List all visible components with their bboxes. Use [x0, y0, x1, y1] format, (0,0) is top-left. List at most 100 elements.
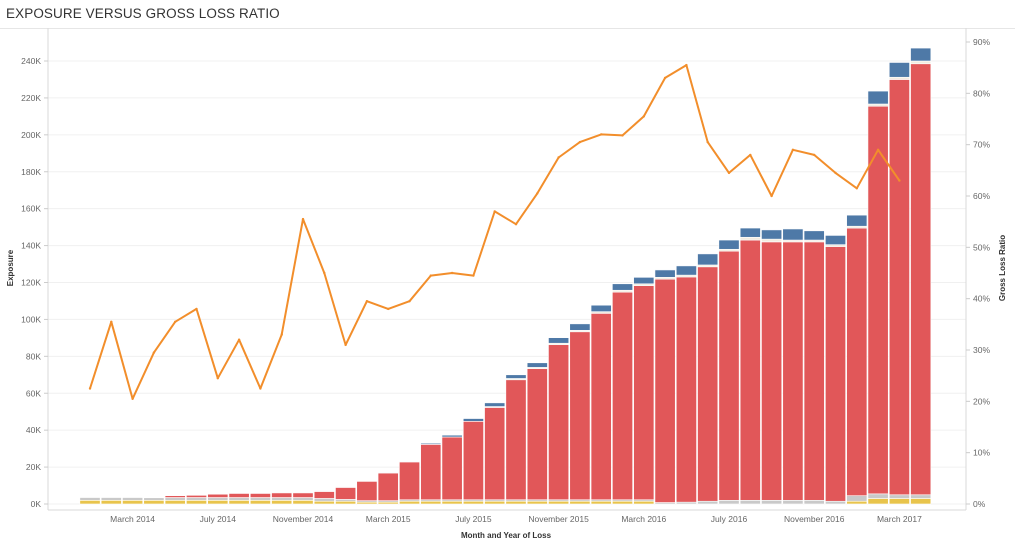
loss-ratio-point[interactable] [301, 217, 305, 221]
bar-segment[interactable] [505, 374, 527, 379]
loss-ratio-point[interactable] [578, 140, 582, 144]
loss-ratio-point[interactable] [472, 274, 475, 277]
bar-segment[interactable] [718, 250, 740, 501]
bar-segment[interactable] [697, 266, 719, 502]
bar-segment[interactable] [377, 472, 399, 474]
bar-segment[interactable] [186, 497, 207, 501]
bar-segment[interactable] [846, 214, 868, 227]
bar-segment[interactable] [846, 227, 868, 496]
loss-ratio-point[interactable] [898, 179, 901, 182]
bar-segment[interactable] [654, 278, 676, 503]
bar-segment[interactable] [441, 436, 463, 501]
bar-segment[interactable] [569, 323, 591, 331]
bar-segment[interactable] [505, 500, 527, 505]
bar-segment[interactable] [867, 493, 889, 499]
bar-segment[interactable] [249, 493, 271, 498]
bar-segment[interactable] [484, 500, 506, 505]
bar-segment[interactable] [356, 480, 378, 482]
bar-segment[interactable] [228, 500, 250, 505]
bar-segment[interactable] [484, 402, 506, 407]
bar-segment[interactable] [186, 495, 207, 498]
bar-segment[interactable] [548, 500, 570, 505]
bar-segment[interactable] [420, 442, 442, 445]
loss-ratio-point[interactable] [450, 271, 454, 275]
bar-segment[interactable] [79, 500, 101, 505]
bar-segment[interactable] [825, 246, 846, 502]
loss-ratio-point[interactable] [600, 133, 603, 136]
bar-segment[interactable] [292, 492, 314, 498]
bar-segment[interactable] [867, 90, 889, 105]
bar-segment[interactable] [782, 228, 804, 241]
bar-segment[interactable] [888, 79, 910, 496]
bar-segment[interactable] [782, 241, 804, 501]
bar-segment[interactable] [612, 283, 633, 291]
loss-ratio-point[interactable] [110, 320, 113, 323]
bar-segment[interactable] [739, 227, 761, 238]
bar-segment[interactable] [271, 492, 293, 498]
loss-ratio-point[interactable] [749, 153, 752, 157]
bar-segment[interactable] [888, 62, 910, 78]
bar-segment[interactable] [271, 500, 293, 505]
bar-segment[interactable] [100, 497, 122, 501]
bar-segment[interactable] [761, 241, 783, 501]
loss-ratio-point[interactable] [88, 387, 92, 390]
bar-segment[interactable] [782, 500, 804, 505]
bar-segment[interactable] [675, 265, 697, 276]
bar-segment[interactable] [910, 494, 932, 499]
bar-segment[interactable] [164, 495, 186, 498]
bar-segment[interactable] [462, 421, 484, 501]
bar-segment[interactable] [526, 500, 548, 505]
loss-ratio-point[interactable] [408, 300, 411, 303]
bar-segment[interactable] [164, 497, 186, 501]
bar-segment[interactable] [335, 500, 357, 505]
bar-segment[interactable] [761, 238, 783, 243]
loss-ratio-point[interactable] [834, 171, 837, 175]
bar-segment[interactable] [548, 337, 570, 344]
loss-ratio-point[interactable] [216, 377, 219, 380]
bar-segment[interactable] [846, 500, 868, 505]
bar-segment[interactable] [292, 497, 314, 501]
bar-segment[interactable] [207, 497, 229, 501]
bar-segment[interactable] [313, 498, 335, 502]
bar-segment[interactable] [356, 480, 378, 501]
bar-segment[interactable] [910, 498, 932, 505]
bar-segment[interactable] [867, 498, 889, 505]
bar-segment[interactable] [164, 500, 186, 505]
bar-segment[interactable] [122, 500, 144, 505]
bar-segment[interactable] [910, 47, 932, 62]
bar-segment[interactable] [910, 60, 932, 65]
loss-ratio-point[interactable] [813, 153, 816, 157]
loss-ratio-point[interactable] [642, 115, 645, 118]
bar-segment[interactable] [739, 239, 761, 501]
bar-segment[interactable] [441, 500, 463, 505]
bar-segment[interactable] [697, 500, 719, 505]
bar-segment[interactable] [633, 285, 655, 501]
bar-segment[interactable] [399, 461, 420, 463]
loss-ratio-point[interactable] [237, 338, 241, 341]
bar-segment[interactable] [590, 500, 612, 505]
bar-segment[interactable] [207, 500, 229, 505]
bar-segment[interactable] [910, 63, 932, 496]
bar-segment[interactable] [548, 344, 570, 501]
bar-segment[interactable] [803, 500, 825, 505]
bar-segment[interactable] [761, 229, 783, 240]
loss-ratio-point[interactable] [174, 320, 177, 323]
bar-segment[interactable] [420, 444, 442, 501]
bar-segment[interactable] [803, 230, 825, 241]
bar-segment[interactable] [825, 500, 846, 505]
bar-segment[interactable] [718, 500, 740, 505]
bar-segment[interactable] [739, 236, 761, 241]
bar-segment[interactable] [79, 497, 101, 501]
bar-segment[interactable] [569, 500, 591, 505]
bar-segment[interactable] [590, 313, 612, 501]
bar-segment[interactable] [271, 497, 293, 501]
bar-segment[interactable] [761, 500, 783, 505]
bar-segment[interactable] [825, 235, 846, 245]
bar-segment[interactable] [143, 500, 165, 505]
bar-segment[interactable] [612, 291, 633, 501]
loss-ratio-point[interactable] [259, 387, 262, 390]
bar-segment[interactable] [249, 497, 271, 501]
loss-ratio-point[interactable] [791, 148, 795, 151]
bar-segment[interactable] [803, 241, 825, 501]
bar-segment[interactable] [228, 497, 250, 501]
